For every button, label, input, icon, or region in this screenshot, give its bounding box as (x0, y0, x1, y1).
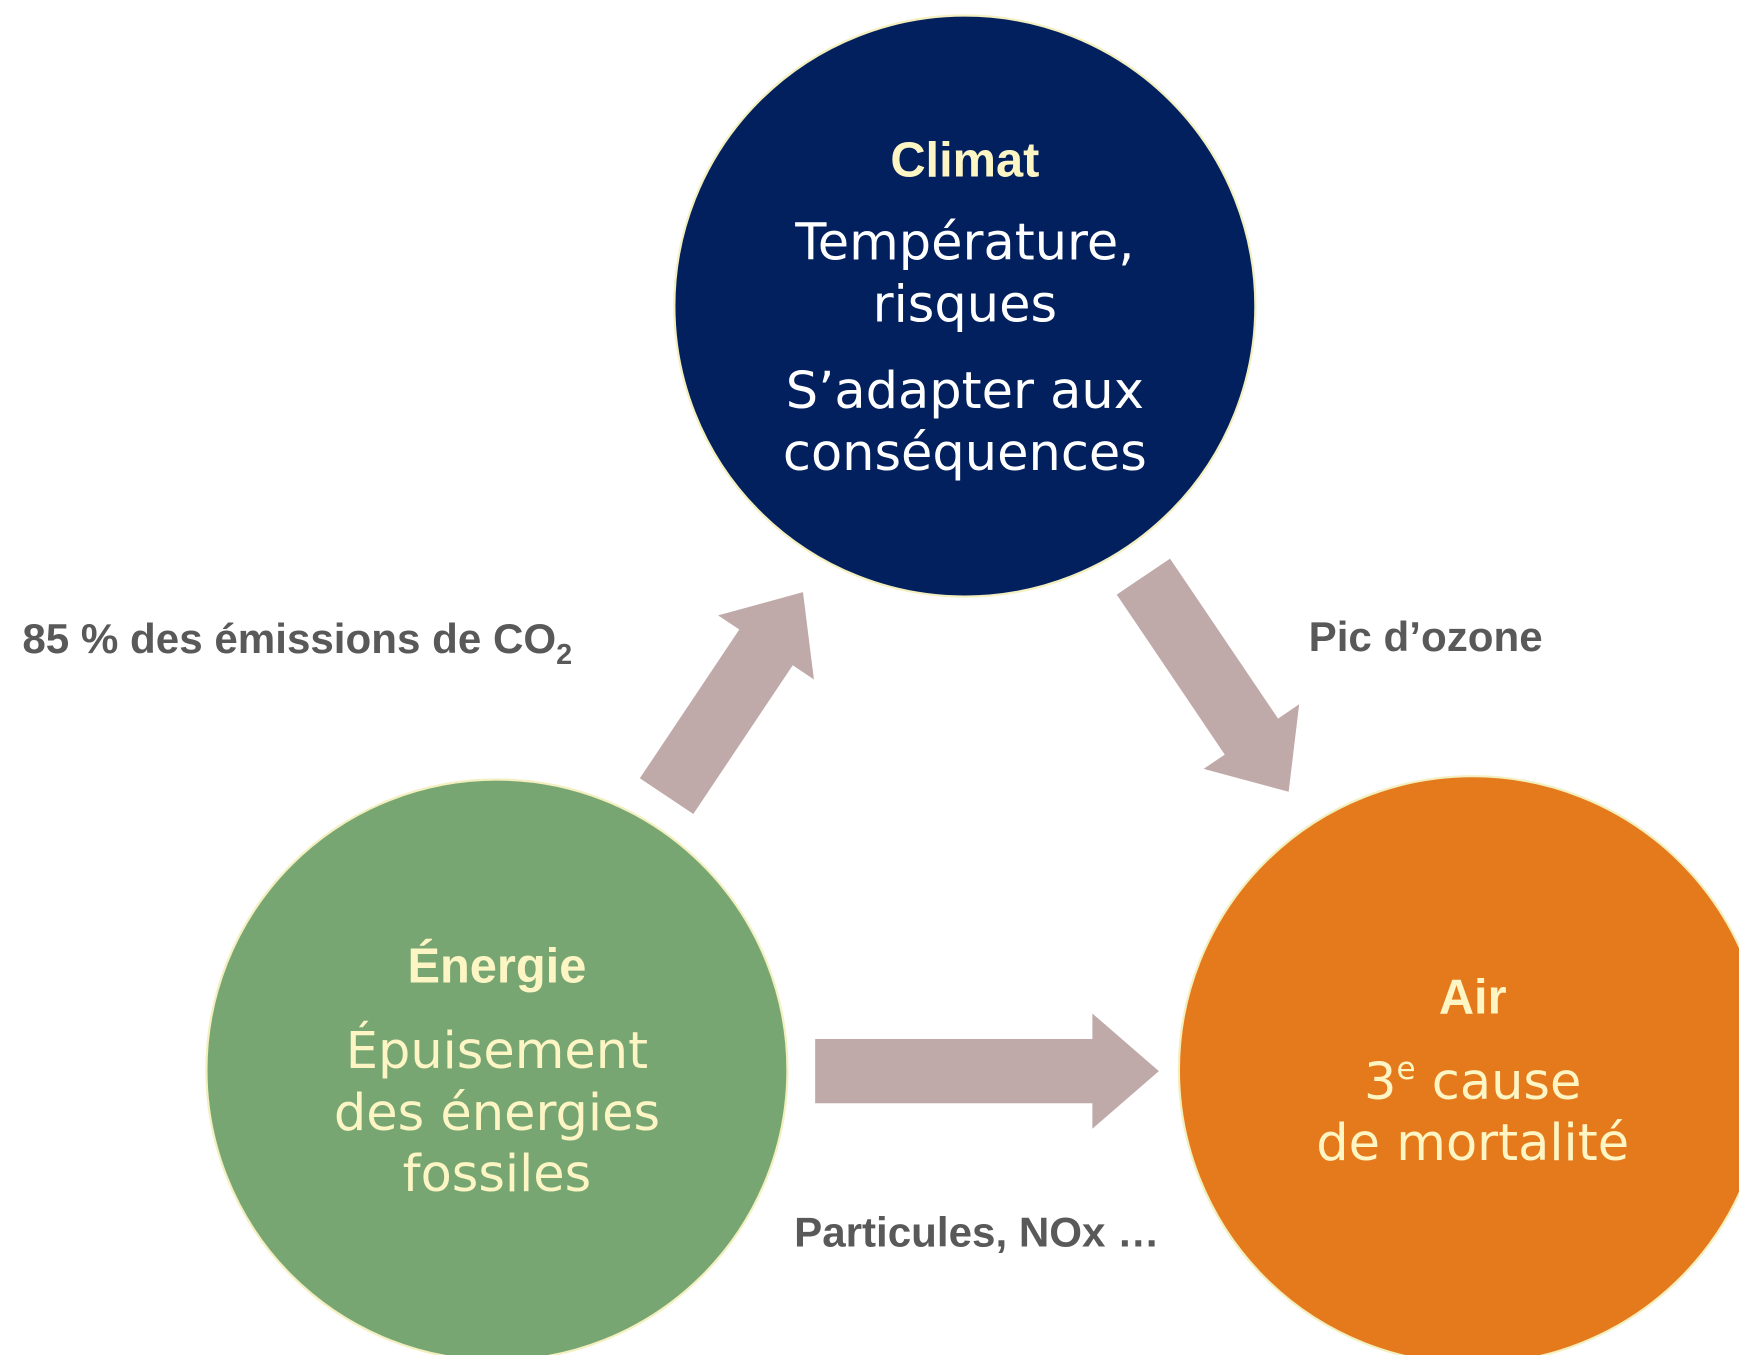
superscript: e (1396, 1051, 1415, 1087)
climat-circle (673, 14, 1257, 598)
node-line: Température, (794, 213, 1134, 272)
node-line: conséquences (783, 424, 1147, 483)
arrow (639, 592, 814, 815)
node-title: Air (1439, 970, 1507, 1024)
energie-circle (205, 778, 789, 1355)
label: 85 % des émissions de CO (22, 615, 556, 662)
subscript: 2 (556, 639, 572, 671)
node-line: de mortalité (1316, 1114, 1629, 1173)
node-line: des énergies (334, 1084, 660, 1143)
node-line: S’adapter aux (786, 362, 1144, 421)
arrow (1116, 558, 1300, 792)
node-line: Épuisement (346, 1020, 648, 1081)
number: 3 (1364, 1053, 1396, 1112)
edge-label: Particules, NOx … (794, 1208, 1159, 1255)
air-circle (1177, 775, 1739, 1355)
node-line: fossiles (403, 1145, 592, 1204)
node-line: risques (873, 276, 1057, 335)
edge-label: Pic d’ozone (1309, 613, 1543, 660)
text: cause (1416, 1053, 1582, 1112)
node-title: Climat (890, 133, 1039, 187)
arrows (639, 558, 1300, 1129)
node-line: 3e cause (1364, 1051, 1581, 1112)
node-title: Énergie (407, 939, 586, 993)
arrow (815, 1013, 1159, 1129)
edge-label: 85 % des émissions de CO2 (22, 615, 572, 671)
